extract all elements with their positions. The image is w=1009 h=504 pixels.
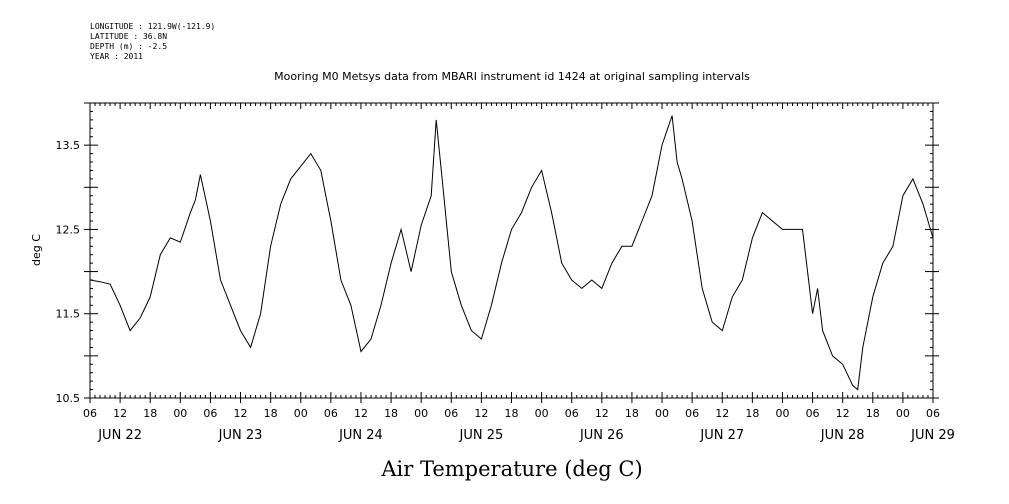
axis-ticks <box>84 102 939 403</box>
x-hour-labels: 06 12 18 00 06 12 18 00 06 12 18 00 06 12 18 00 06 12 18 00… <box>83 407 940 420</box>
chart-title: Mooring M0 Metsys data from MBARI instru… <box>274 70 750 83</box>
x-hour-label: 06 <box>926 407 940 420</box>
x-day-labels: JUN 22 JUN 23 JUN 24 JUN 25 JUN 26 JUN 27 JUN … <box>97 428 955 443</box>
series-line <box>89 115 934 391</box>
series-group <box>89 115 934 391</box>
y-tick-labels: 10.5 11.5 12.5 13.5 <box>56 139 81 405</box>
x-hour-label: 18 <box>745 407 759 420</box>
x-day-label: JUN 28 <box>820 428 865 443</box>
y-tick-label: 13.5 <box>56 139 81 152</box>
x-hour-label: 12 <box>595 407 609 420</box>
x-hour-label: 00 <box>775 407 789 420</box>
x-day-label: JUN 23 <box>218 428 263 443</box>
x-hour-label: 00 <box>414 407 428 420</box>
latitude-label: LATITUDE : 36.8N <box>90 32 168 41</box>
depth-label: DEPTH (m) : -2.5 <box>90 42 168 51</box>
x-hour-label: 06 <box>83 407 97 420</box>
x-hour-label: 18 <box>264 407 278 420</box>
x-hour-label: 12 <box>234 407 248 420</box>
x-hour-label: 06 <box>324 407 338 420</box>
chart-caption: Air Temperature (deg C) <box>380 457 642 481</box>
x-hour-label: 00 <box>173 407 187 420</box>
year-label: YEAR : 2011 <box>90 52 143 61</box>
x-day-label: JUN 24 <box>338 428 383 443</box>
x-hour-label: 00 <box>294 407 308 420</box>
y-axis-label: deg C <box>30 234 43 266</box>
x-hour-label: 06 <box>444 407 458 420</box>
x-hour-label: 18 <box>143 407 157 420</box>
x-hour-label: 06 <box>685 407 699 420</box>
plot-frame <box>89 102 934 399</box>
x-day-label: JUN 22 <box>97 428 142 443</box>
metadata-block: LONGITUDE : 121.9W(-121.9) LATITUDE : 36… <box>90 22 215 62</box>
x-hour-label: 12 <box>354 407 368 420</box>
x-hour-label: 00 <box>535 407 549 420</box>
x-hour-label: 18 <box>384 407 398 420</box>
x-day-label: JUN 25 <box>459 428 504 443</box>
x-hour-label: 00 <box>896 407 910 420</box>
x-day-label: JUN 29 <box>910 428 955 443</box>
x-hour-label: 06 <box>203 407 217 420</box>
x-day-label: JUN 26 <box>579 428 624 443</box>
x-hour-label: 06 <box>806 407 820 420</box>
x-hour-label: 06 <box>565 407 579 420</box>
y-tick-label: 10.5 <box>56 392 81 405</box>
y-tick-label: 12.5 <box>56 223 81 236</box>
x-hour-label: 18 <box>866 407 880 420</box>
longitude-label: LONGITUDE : 121.9W(-121.9) <box>90 22 216 31</box>
x-day-label: JUN 27 <box>699 428 744 443</box>
x-hour-label: 12 <box>474 407 488 420</box>
y-tick-label: 11.5 <box>56 308 81 321</box>
x-hour-label: 12 <box>113 407 127 420</box>
x-hour-label: 18 <box>625 407 639 420</box>
x-hour-label: 12 <box>715 407 729 420</box>
x-hour-label: 18 <box>505 407 519 420</box>
x-hour-label: 00 <box>655 407 669 420</box>
x-hour-label: 12 <box>836 407 850 420</box>
